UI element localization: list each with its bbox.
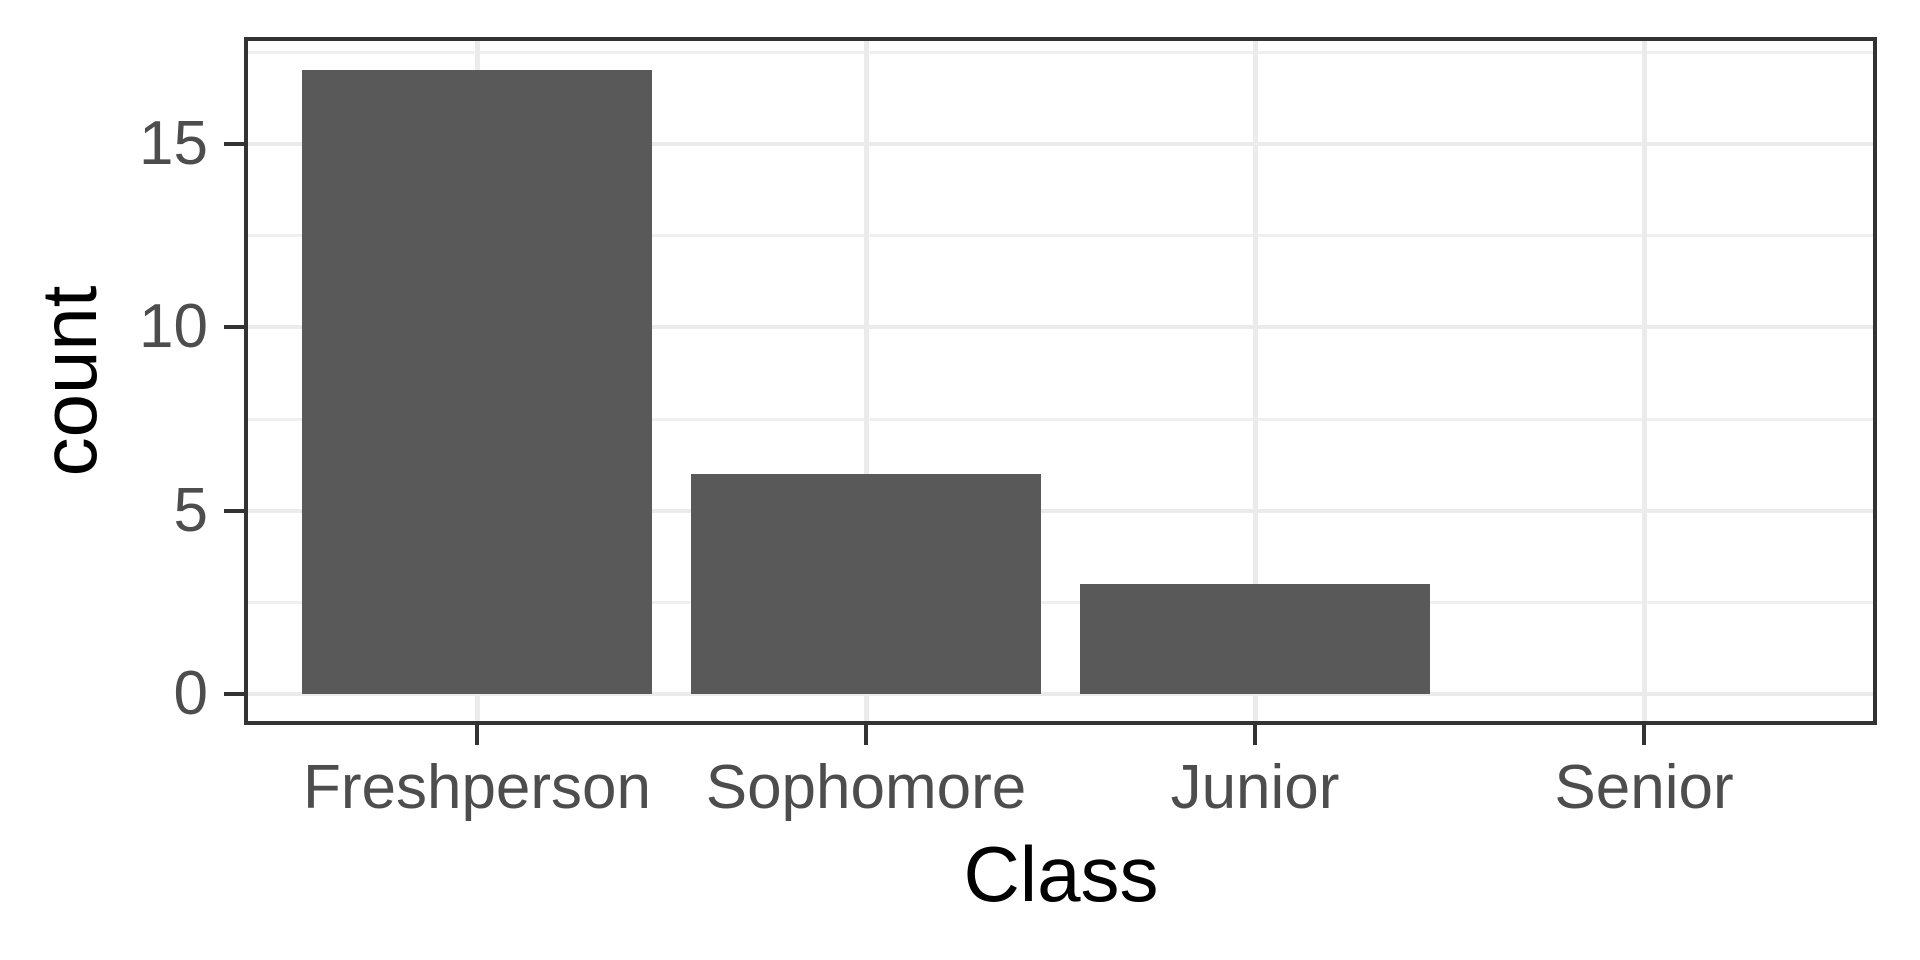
x-tick-label-senior: Senior bbox=[1554, 753, 1734, 822]
x-tick-mark bbox=[475, 725, 479, 745]
y-axis-title: count bbox=[25, 285, 113, 477]
x-major-gridline bbox=[864, 41, 869, 721]
y-tick-mark bbox=[224, 325, 244, 329]
y-minor-gridline bbox=[248, 417, 1873, 421]
y-minor-gridline bbox=[248, 50, 1873, 54]
bar-sophomore bbox=[691, 473, 1041, 694]
x-tick-label-sophomore: Sophomore bbox=[705, 753, 1027, 822]
x-tick-label-freshperson: Freshperson bbox=[302, 753, 652, 822]
x-tick-label-junior: Junior bbox=[1170, 753, 1340, 822]
y-tick-label: 5 bbox=[173, 475, 208, 545]
y-major-gridline bbox=[248, 508, 1873, 513]
y-minor-gridline bbox=[248, 601, 1873, 605]
plot-panel bbox=[244, 37, 1877, 725]
y-minor-gridline bbox=[248, 234, 1873, 238]
y-tick-mark bbox=[224, 692, 244, 696]
bar-freshperson bbox=[302, 70, 652, 694]
y-tick-label: 0 bbox=[173, 659, 208, 728]
y-tick-label: 10 bbox=[139, 292, 208, 361]
y-major-gridline bbox=[248, 141, 1873, 146]
x-major-gridline bbox=[1642, 41, 1647, 721]
x-tick-mark bbox=[1253, 725, 1257, 745]
y-major-gridline bbox=[248, 325, 1873, 329]
x-tick-mark bbox=[1642, 725, 1646, 745]
y-tick-mark bbox=[224, 141, 244, 146]
y-tick-label: 15 bbox=[139, 108, 208, 178]
y-tick-mark bbox=[224, 508, 244, 513]
y-major-gridline bbox=[248, 692, 1873, 696]
x-tick-mark bbox=[864, 725, 868, 745]
x-major-gridline bbox=[1253, 41, 1258, 721]
x-axis-title: Class bbox=[963, 830, 1159, 918]
bar-junior bbox=[1080, 583, 1430, 694]
